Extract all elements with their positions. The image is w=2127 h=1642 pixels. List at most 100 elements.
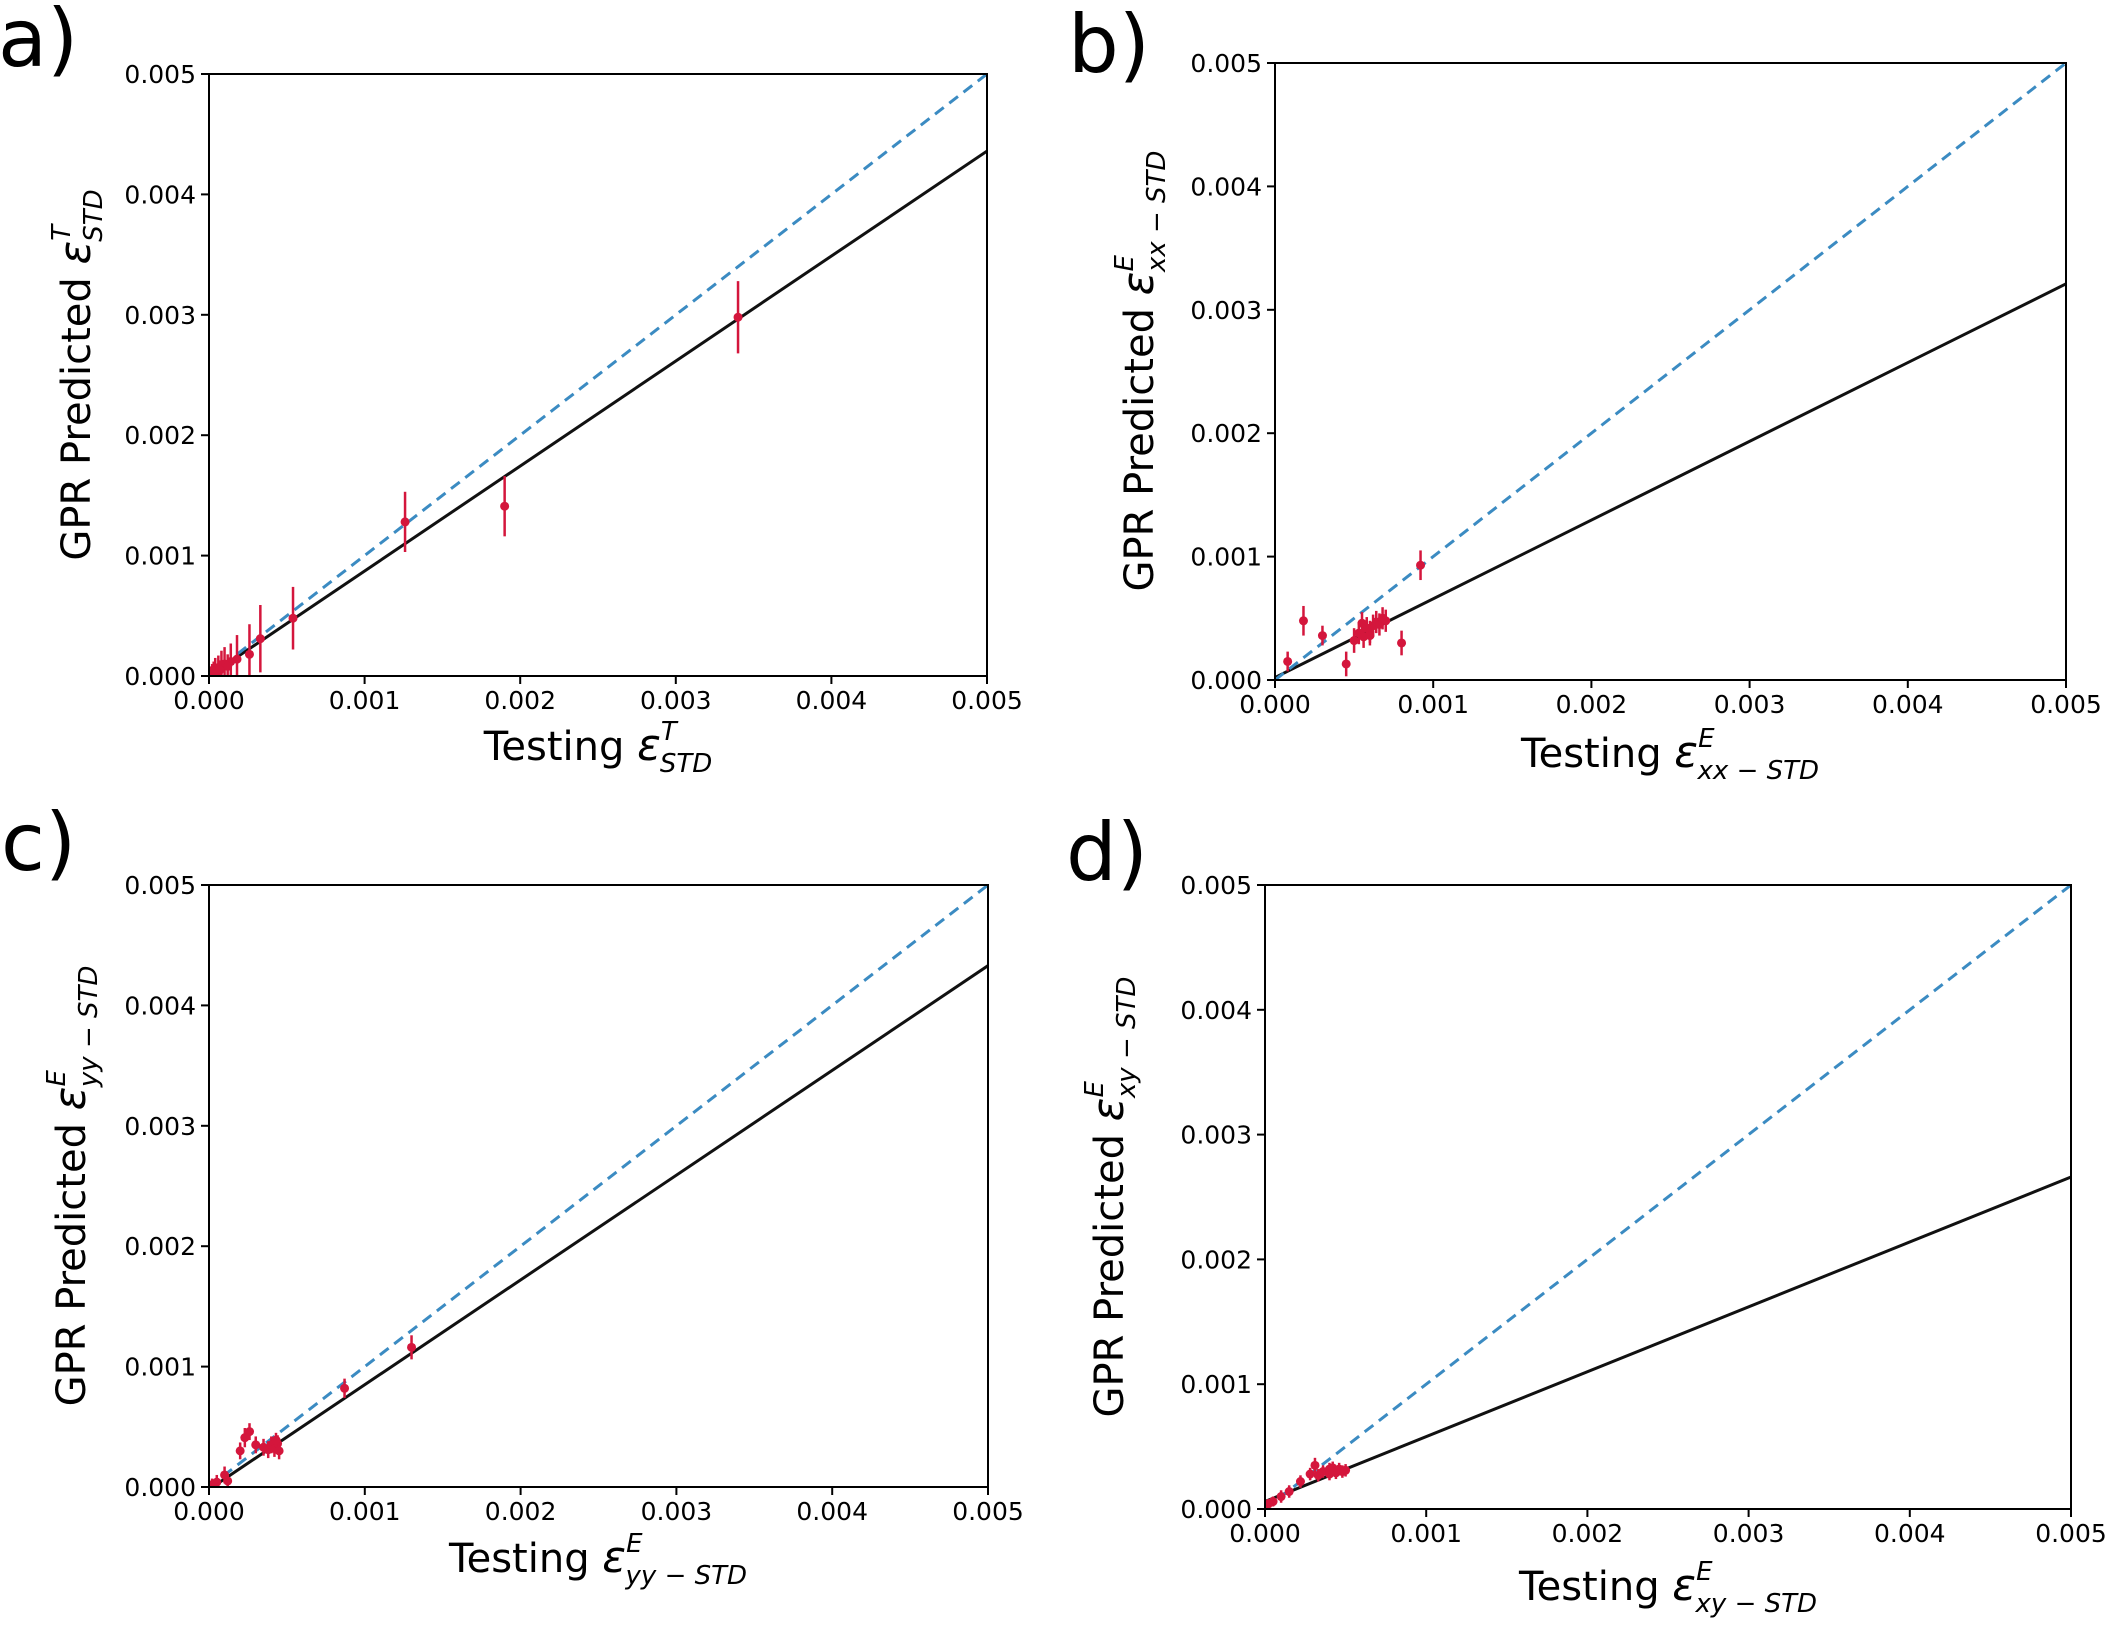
x-tick-label: 0.004 xyxy=(796,1497,868,1526)
x-axis-label: Testing εE xx − STD xyxy=(1520,724,1819,786)
label-sub: yy − STD xyxy=(625,1561,748,1591)
label-sub: xx − STD xyxy=(1142,151,1172,274)
x-tick-label: 0.000 xyxy=(1229,1519,1301,1548)
x-axis-label: Testing εE yy − STD xyxy=(448,1529,747,1591)
label-prefix: Testing xyxy=(1520,731,1674,777)
identity-line xyxy=(209,885,988,1487)
x-tick-label: 0.001 xyxy=(329,1497,401,1526)
data-point xyxy=(1365,631,1375,641)
data-point xyxy=(1284,1487,1294,1497)
y-tick-label: 0.003 xyxy=(124,301,196,330)
y-tick-label: 0.003 xyxy=(1190,296,1262,325)
data-point xyxy=(1341,1465,1351,1475)
label-sup: T xyxy=(47,223,77,241)
y-tick-label: 0.004 xyxy=(124,180,196,209)
axes-frame xyxy=(1264,884,2072,1510)
x-tick-label: 0.005 xyxy=(2035,1519,2107,1548)
y-tick-label: 0.001 xyxy=(124,542,196,571)
y-tick-label: 0.001 xyxy=(124,1353,196,1382)
y-tick-label: 0.003 xyxy=(1180,1121,1252,1150)
data-point xyxy=(271,1435,281,1445)
label-sub: STD xyxy=(660,749,712,779)
fit-line xyxy=(1275,282,2066,679)
label-sup: E xyxy=(1696,1557,1713,1587)
identity-line xyxy=(1265,885,2071,1509)
label-sup: E xyxy=(42,1070,72,1087)
label-symbol: ε xyxy=(1083,1098,1134,1122)
label-sup: E xyxy=(1110,255,1140,272)
data-point xyxy=(500,501,510,511)
label-symbol: ε xyxy=(637,720,661,771)
label-prefix: Testing xyxy=(1518,1564,1672,1610)
data-point xyxy=(209,1480,217,1487)
y-tick-label: 0.004 xyxy=(124,991,196,1020)
x-tick-label: 0.003 xyxy=(640,686,712,715)
plot-area xyxy=(1265,885,2071,1509)
data-point xyxy=(1416,560,1426,570)
x-tick-label: 0.003 xyxy=(641,1497,713,1526)
data-point xyxy=(340,1383,350,1393)
y-tick-label: 0.005 xyxy=(124,871,196,900)
label-prefix: Testing xyxy=(448,1536,602,1582)
label-prefix: GPR Predicted xyxy=(49,1110,95,1406)
data-point xyxy=(1317,631,1327,641)
data-point xyxy=(244,649,254,659)
x-axis-label: Testing εT STD xyxy=(483,717,712,779)
x-tick-label: 0.003 xyxy=(1714,690,1786,719)
data-point xyxy=(1357,618,1367,628)
y-tick-label: 0.002 xyxy=(1180,1245,1252,1274)
fit-line xyxy=(1265,1175,2071,1503)
data-point xyxy=(223,661,233,671)
y-tick-label: 0.004 xyxy=(1190,172,1262,201)
label-sub: xx − STD xyxy=(1697,756,1820,786)
y-tick-label: 0.002 xyxy=(124,1232,196,1261)
data-point xyxy=(1295,1477,1305,1487)
x-tick-label: 0.005 xyxy=(952,1497,1024,1526)
data-point xyxy=(1397,638,1407,648)
label-symbol: ε xyxy=(1113,272,1164,296)
x-tick-label: 0.002 xyxy=(1556,690,1628,719)
data-point xyxy=(1349,636,1359,646)
label-symbol: ε xyxy=(50,241,101,265)
plot-area xyxy=(209,885,988,1487)
label-sup: T xyxy=(661,717,679,747)
x-tick-label: 0.002 xyxy=(1552,1519,1624,1548)
data-point xyxy=(1268,1497,1278,1507)
data-point xyxy=(1305,1469,1315,1479)
y-tick-label: 0.005 xyxy=(1180,871,1252,900)
x-tick-label: 0.004 xyxy=(1872,690,1944,719)
panel-1: a) 0.000 0.001 0.002 0.003 0.004 0.005 0.000 0.0… xyxy=(0,0,1023,779)
x-tick-label: 0.003 xyxy=(1713,1519,1785,1548)
label-sub: xy − STD xyxy=(1695,1589,1818,1619)
data-point xyxy=(255,634,265,644)
label-symbol: ε xyxy=(602,1532,626,1583)
panel-label: b) xyxy=(1068,0,1150,91)
data-point xyxy=(1276,1492,1286,1502)
label-sup: E xyxy=(626,1529,643,1559)
identity-line xyxy=(1275,63,2066,680)
y-tick-label: 0.005 xyxy=(1190,49,1262,78)
data-point xyxy=(1310,1460,1320,1470)
panel-label: c) xyxy=(1,796,76,889)
y-tick-label: 0.001 xyxy=(1180,1370,1252,1399)
data-point xyxy=(407,1342,417,1352)
x-tick-label: 0.005 xyxy=(2030,690,2102,719)
data-point xyxy=(400,517,410,527)
label-symbol: ε xyxy=(45,1087,96,1111)
plot-area xyxy=(1275,63,2066,680)
y-tick-label: 0.001 xyxy=(1190,543,1262,572)
x-tick-label: 0.001 xyxy=(1390,1519,1462,1548)
data-point xyxy=(1324,1464,1334,1474)
label-symbol: ε xyxy=(1674,727,1698,778)
y-axis-label: GPR Predicted εTSTD xyxy=(47,189,109,560)
y-tick-label: 0.003 xyxy=(124,1112,196,1141)
x-tick-label: 0.002 xyxy=(484,686,556,715)
label-prefix: GPR Predicted xyxy=(54,264,100,560)
plot-area xyxy=(209,74,987,676)
label-sup: E xyxy=(1080,1081,1110,1098)
x-tick-label: 0.000 xyxy=(173,1497,245,1526)
panel-2: b) 0.000 0.001 0.002 0.003 0.004 0.005 0.000 0.0… xyxy=(1068,0,2102,786)
axes-frame xyxy=(1274,62,2067,681)
x-tick-label: 0.004 xyxy=(796,686,868,715)
data-point xyxy=(235,1446,245,1456)
